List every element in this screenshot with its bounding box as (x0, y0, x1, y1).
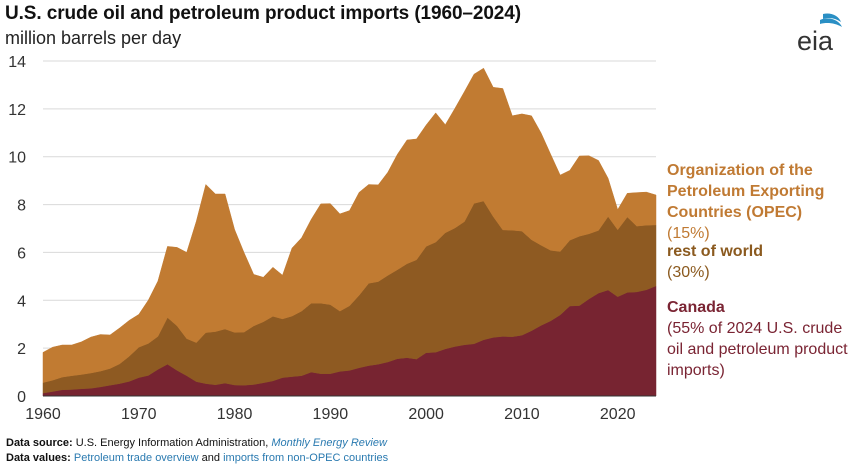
footer-values-label: Data values: (6, 452, 71, 464)
x-tick-label: 2010 (504, 406, 540, 423)
eia-logo: eia (793, 10, 849, 56)
legend-opec-name: Organization of the Petroleum Exporting … (667, 162, 825, 221)
y-tick-label: 14 (8, 54, 26, 71)
footer-data-values: Data values: Petroleum trade overview an… (6, 452, 388, 464)
x-tick-label: 2020 (600, 406, 636, 423)
legend-row-share: (30%) (667, 264, 710, 281)
legend-rest-of-world: rest of world (30%) (667, 241, 847, 283)
legend-canada-name: Canada (667, 299, 725, 316)
y-tick-label: 12 (8, 102, 26, 119)
x-tick-label: 1960 (25, 406, 61, 423)
footer-source-text: U.S. Energy Information Administration, (75, 437, 269, 449)
footer-source-label: Data source: (6, 437, 73, 449)
legend-canada: Canada (55% of 2024 U.S. crude oil and p… (667, 297, 857, 381)
footer-source-link[interactable]: Monthly Energy Review (271, 437, 387, 449)
y-tick-label: 2 (17, 341, 26, 358)
footer-values-link-nonopec[interactable]: imports from non-OPEC countries (223, 452, 389, 464)
x-tick-label: 1980 (217, 406, 253, 423)
eia-logo-text: eia (797, 26, 834, 54)
legend-row-name: rest of world (667, 243, 764, 260)
x-tick-label: 2000 (408, 406, 444, 423)
y-tick-label: 0 (17, 389, 26, 406)
footer-data-source: Data source: U.S. Energy Information Adm… (6, 437, 387, 449)
x-tick-label: 1990 (313, 406, 349, 423)
y-tick-label: 8 (17, 198, 26, 215)
legend-opec: Organization of the Petroleum Exporting … (667, 160, 847, 244)
footer-values-link-trade[interactable]: Petroleum trade overview (73, 452, 199, 464)
chart-subtitle: million barrels per day (5, 28, 182, 48)
y-tick-label: 4 (17, 293, 26, 310)
footer-values-and: and (201, 452, 221, 464)
stacked-areas (42, 67, 657, 397)
x-tick-label: 1970 (121, 406, 157, 423)
y-tick-labels: 0 2 4 6 8 10 12 14 (8, 54, 26, 406)
chart-title: U.S. crude oil and petroleum product imp… (5, 3, 521, 24)
area-series-organization-of-the-petroleum-exporting-countries-opec (42, 67, 657, 383)
legend-canada-share: (55% of 2024 U.S. crude oil and petroleu… (667, 320, 848, 379)
y-tick-label: 10 (8, 150, 26, 167)
y-tick-label: 6 (17, 245, 26, 262)
legend-opec-share: (15%) (667, 225, 710, 242)
eia-logo-icon: eia (797, 13, 842, 56)
x-tick-labels: 1960 1970 1980 1990 2000 2010 2020 (25, 406, 635, 423)
